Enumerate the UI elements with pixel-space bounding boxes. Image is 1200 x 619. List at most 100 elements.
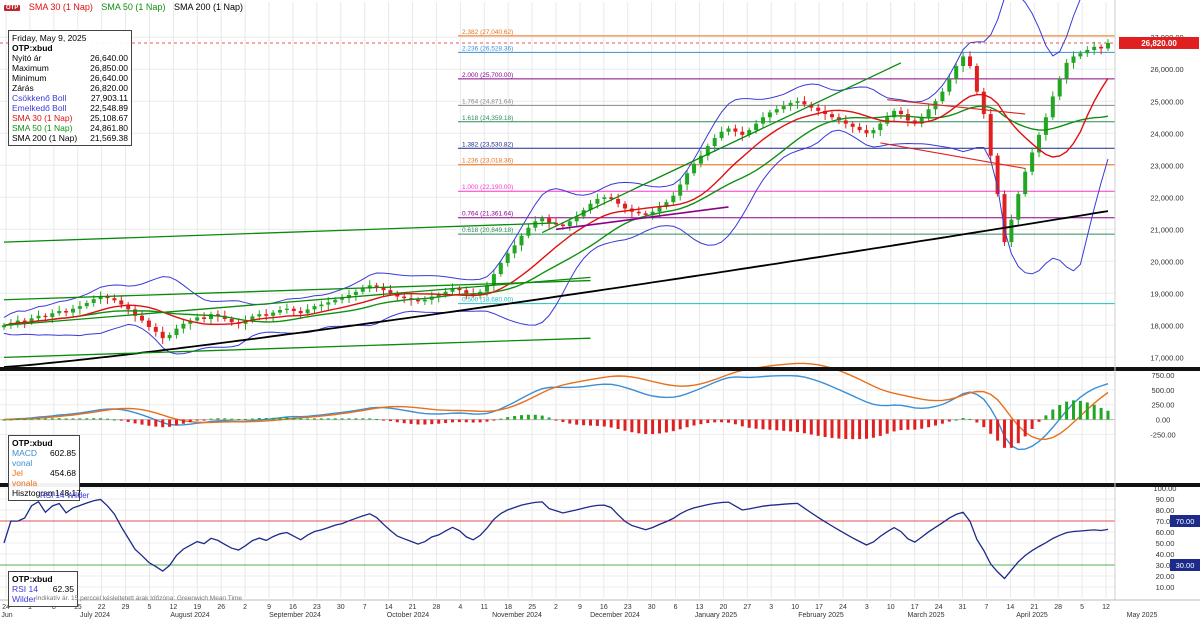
candle-body <box>671 195 676 203</box>
macd-histogram-bar <box>1016 419 1020 444</box>
fib-level-label: 2.236 (26,528.36) <box>462 45 513 52</box>
candle-body <box>36 315 41 319</box>
main-legend: OTP SMA 30 (1 Nap) SMA 50 (1 Nap) SMA 20… <box>4 2 249 12</box>
y-tick-label: 25,000.00 <box>1150 97 1183 106</box>
last-price-tag <box>1119 36 1199 49</box>
candle-body <box>795 101 800 103</box>
candle-body <box>250 316 255 321</box>
info-row-value: 602.85 <box>50 448 76 458</box>
candle-body <box>1009 219 1014 243</box>
macd-histogram-bar <box>871 419 875 438</box>
macd-histogram-bar <box>609 419 613 428</box>
macd-histogram-bar <box>940 419 944 424</box>
candle-body <box>823 110 828 115</box>
macd-histogram-bar <box>561 419 565 423</box>
info-row: Maximum 26,850.00 <box>12 63 128 73</box>
candle-body <box>698 155 703 164</box>
candle-body <box>685 173 690 185</box>
macd-histogram-bar <box>354 418 358 420</box>
info-row: SMA 200 (1 Nap) 21,569.38 <box>12 133 128 143</box>
x-tick-label: 23 <box>313 604 321 611</box>
macd-histogram-bar <box>513 416 517 420</box>
macd-histogram-bar <box>416 419 420 425</box>
fib-level-label: 0.500 (18,680.00) <box>462 297 513 304</box>
last-price-label: 26,820.00 <box>1141 39 1177 48</box>
x-tick-label: 22 <box>98 604 106 611</box>
candle-body <box>781 106 786 110</box>
macd-histogram-bar <box>865 419 868 439</box>
info-row: RSI 14 Wilder 62.35 <box>12 584 74 604</box>
candle-body <box>899 110 903 115</box>
candle-body <box>774 109 779 113</box>
candle-body <box>988 114 993 156</box>
x-month-label: January 2025 <box>695 612 738 619</box>
macd-histogram-bar <box>409 419 413 424</box>
trendline <box>3 279 591 301</box>
macd-histogram-bar <box>23 419 27 421</box>
candle-body <box>326 302 331 305</box>
legend-sma200[interactable]: SMA 200 (1 Nap) <box>173 2 243 12</box>
candle-body <box>360 288 365 292</box>
macd-histogram-bar <box>478 419 482 423</box>
candle-body <box>850 123 855 127</box>
x-tick-label: 9 <box>578 604 582 611</box>
rsi-lower-tag-label: 30.00 <box>1176 561 1195 570</box>
macd-histogram-bar <box>706 419 710 424</box>
macd-histogram-bar <box>216 418 220 420</box>
info-row: Zárás 26,820.00 <box>12 83 128 93</box>
macd-histogram-bar <box>837 419 841 439</box>
rsi-legend[interactable]: RSI 14 Wilder <box>40 491 90 500</box>
macd-histogram-bar <box>43 418 47 420</box>
rsi-y-tick-label: 30.00 <box>1156 561 1175 570</box>
macd-histogram-bar <box>713 419 717 423</box>
macd-histogram-bar <box>1106 410 1110 420</box>
macd-histogram-bar <box>899 419 903 431</box>
x-month-label: August 2024 <box>170 612 209 619</box>
macd-histogram-bar <box>2 419 6 421</box>
macd-histogram-bar <box>1037 419 1041 422</box>
macd-histogram-bar <box>168 419 172 427</box>
y-tick-label: 26,000.00 <box>1150 65 1183 74</box>
candle-body <box>968 56 972 67</box>
info-row-label: Maximum <box>12 63 49 73</box>
candle-body <box>595 198 600 204</box>
macd-histogram-bar <box>637 419 641 434</box>
candle-body <box>450 288 455 292</box>
macd-histogram-bar <box>692 419 696 426</box>
y-tick-label: 24,000.00 <box>1150 129 1183 138</box>
candle-body <box>257 314 262 317</box>
macd-histogram-bar <box>299 418 303 420</box>
rsi-lower-tag <box>1170 559 1200 571</box>
ohlc-info-box: Friday, May 9, 2025 OTP:xbud Nyitó ár 26,… <box>8 30 132 146</box>
x-tick-label: 16 <box>289 604 297 611</box>
macd-histogram-bar <box>851 419 855 440</box>
x-tick-label: 21 <box>409 604 417 611</box>
legend-sma30[interactable]: SMA 30 (1 Nap) <box>28 2 93 12</box>
info-row-value: 27,903.11 <box>90 93 128 103</box>
macd-histogram-bar <box>209 418 213 420</box>
macd-histogram-bar <box>361 418 365 420</box>
macd-histogram-bar <box>257 418 261 420</box>
macd-histogram-bar <box>934 419 937 426</box>
candle-body <box>43 315 48 318</box>
macd-histogram-bar <box>733 419 737 425</box>
otp-logo-icon: OTP <box>4 5 21 11</box>
macd-histogram-bar <box>892 419 896 432</box>
fib-level-label: 0.764 (21,361.64) <box>462 211 513 218</box>
trendline <box>3 337 591 359</box>
rsi-y-tick-label: 80.00 <box>1156 506 1175 515</box>
x-tick-label: 2 <box>554 604 558 611</box>
candle-body <box>77 306 82 309</box>
x-tick-label: 28 <box>1054 604 1062 611</box>
candle-body <box>1106 42 1110 49</box>
candle-body <box>443 291 448 295</box>
x-tick-label: 17 <box>911 604 919 611</box>
info-row-value: 62.35 <box>52 584 74 594</box>
legend-sma50[interactable]: SMA 50 (1 Nap) <box>101 2 166 12</box>
x-month-label: September 2024 <box>269 612 321 619</box>
candle-body <box>1037 134 1041 153</box>
candle-body <box>892 110 897 118</box>
candle-body <box>864 130 869 134</box>
x-tick-label: 13 <box>696 604 704 611</box>
info-row-value: 25,108.67 <box>90 113 128 123</box>
